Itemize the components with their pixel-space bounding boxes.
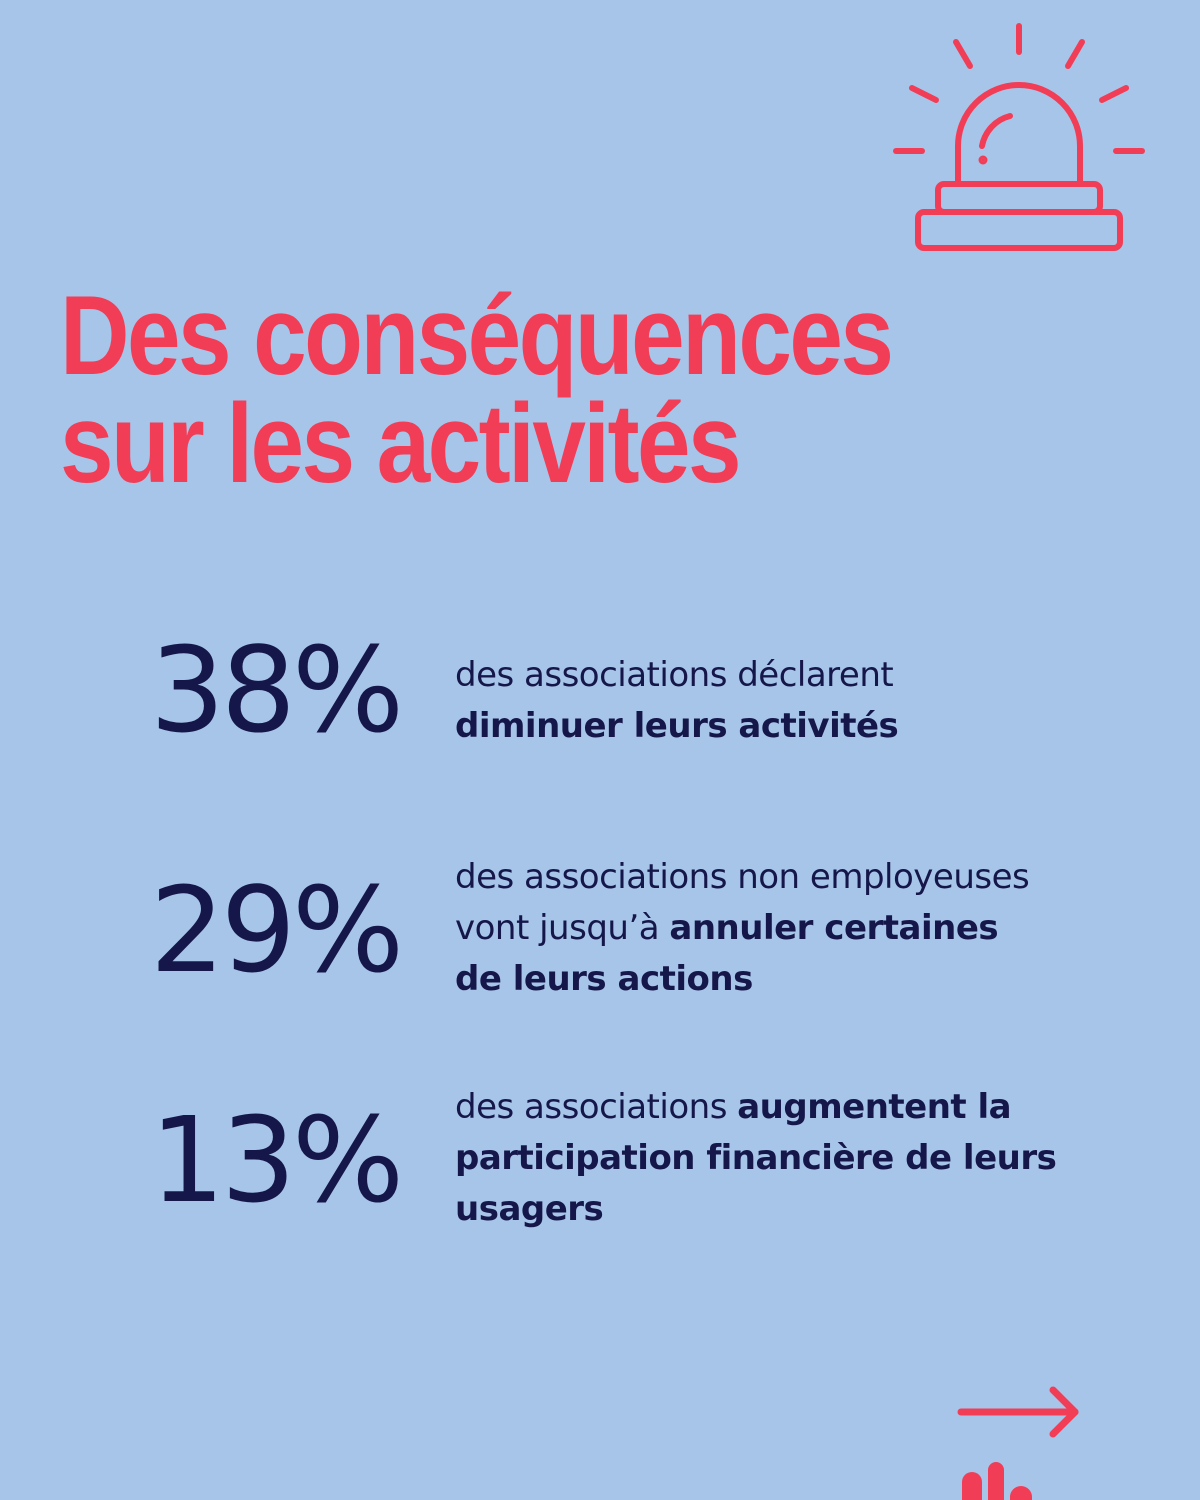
desc-bold-text: annuler certaines: [669, 908, 999, 948]
title-line-1: Des conséquences: [60, 273, 894, 398]
stat-description: des associations déclarent diminuer leur…: [455, 650, 1155, 752]
arrow-right-icon[interactable]: [955, 1382, 1085, 1442]
desc-text: des associations: [455, 1087, 738, 1127]
desc-text: vont jusqu’à: [455, 908, 670, 948]
stat-percentage: 29%: [149, 861, 404, 999]
stat-description: des associations augmentent la participa…: [455, 1082, 1155, 1235]
desc-text: des associations non employeuses: [455, 857, 1030, 897]
stat-percentage: 38%: [149, 621, 404, 759]
title-line-2: sur les activités: [60, 381, 742, 506]
stat-percentage: 13%: [149, 1091, 404, 1229]
desc-text: des associations déclarent: [455, 655, 894, 695]
alarm-siren-icon: [893, 23, 1145, 251]
stat-description: des associations non employeuses vont ju…: [455, 852, 1155, 1005]
desc-bold-text: diminuer leurs activités: [455, 706, 899, 746]
desc-bold-text: augmentent la: [737, 1087, 1012, 1127]
page-title: Des conséquences sur les activités: [60, 273, 894, 506]
desc-bold-text: participation financière de leurs: [455, 1138, 1057, 1178]
desc-bold-text: usagers: [455, 1189, 604, 1229]
desc-bold-text: de leurs actions: [455, 959, 753, 999]
brand-logo-icon: [962, 1462, 1032, 1500]
